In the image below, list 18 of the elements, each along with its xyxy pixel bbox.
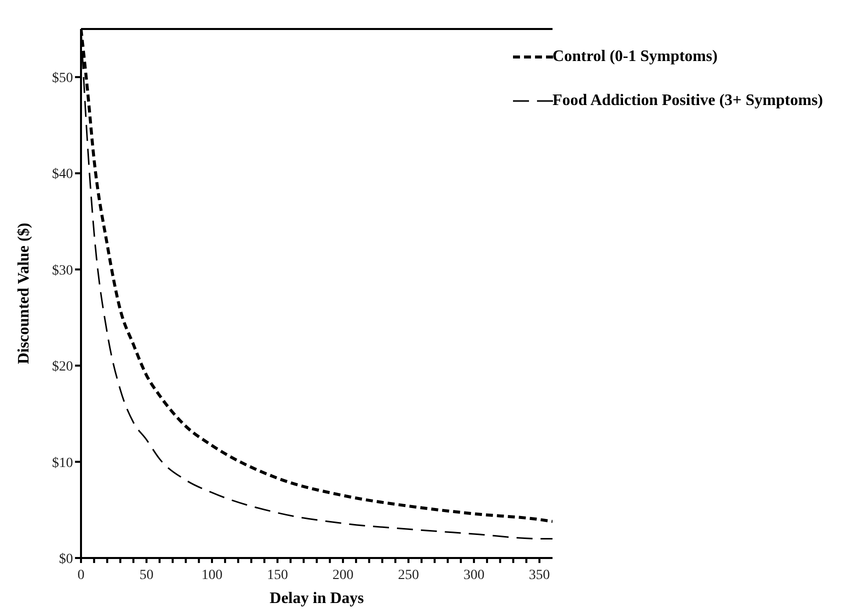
y-tick-label: $50 xyxy=(52,71,73,86)
y-tick-label: $10 xyxy=(52,456,73,471)
y-tick-label: $20 xyxy=(52,360,73,375)
y-tick-label: $30 xyxy=(52,263,73,278)
legend-label: Food Addiction Positive (3+ Symptoms) xyxy=(552,92,823,110)
legend-label: Control (0-1 Symptoms) xyxy=(552,48,718,66)
y-axis-title: Discounted Value ($) xyxy=(16,222,33,364)
x-tick-label: 100 xyxy=(201,568,222,583)
y-tick-label: $0 xyxy=(59,552,73,567)
y-tick-label: $40 xyxy=(52,167,73,182)
x-tick-label: 250 xyxy=(398,568,419,583)
x-tick-label: 300 xyxy=(463,568,484,583)
x-tick-label: 350 xyxy=(528,568,550,583)
x-axis-title: Delay in Days xyxy=(270,590,364,607)
x-tick-label: 150 xyxy=(266,568,288,583)
x-tick-label: 0 xyxy=(78,568,84,583)
x-tick-label: 200 xyxy=(332,568,354,583)
x-tick-label: 50 xyxy=(139,568,154,583)
